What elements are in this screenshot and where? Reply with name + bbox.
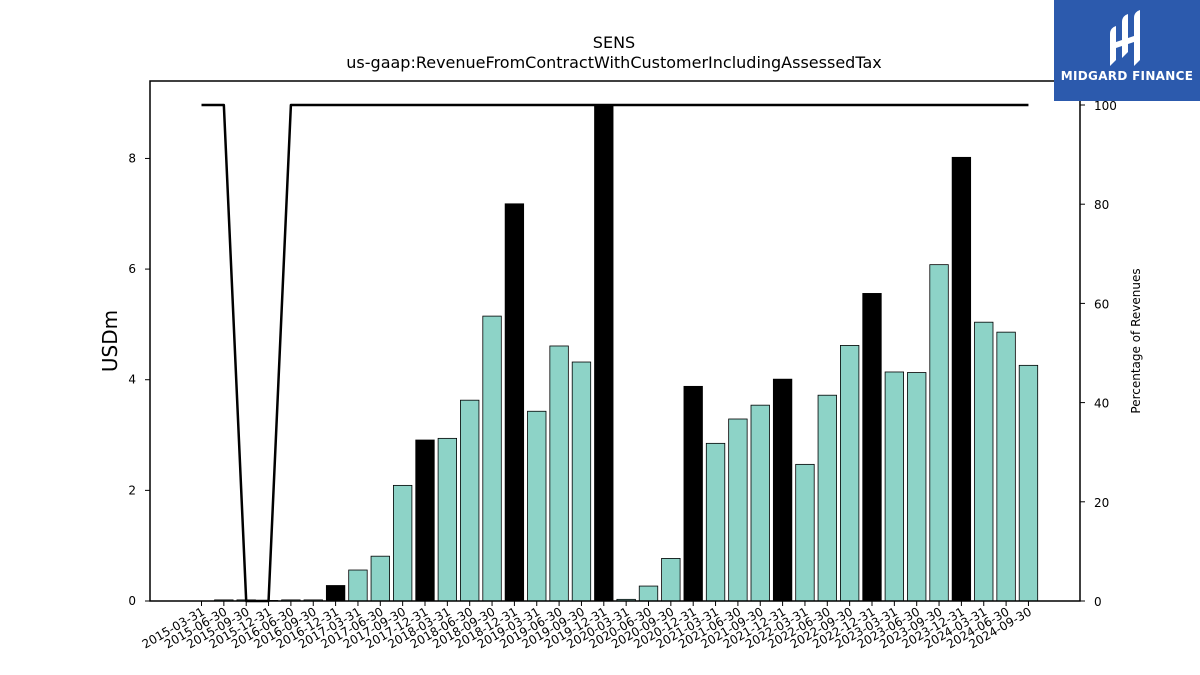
logo-text: MIDGARD FINANCE [1060, 69, 1194, 83]
bar-2020-12-31 [683, 385, 703, 602]
bar-2022-03-31 [795, 463, 815, 602]
y2-tick-label-40: 40 [1094, 397, 1109, 411]
y-tick-label-4: 4 [128, 373, 136, 387]
bar-2018-09-30 [482, 315, 502, 602]
y-tick-label-0: 0 [128, 594, 136, 608]
bar-2020-09-30 [661, 558, 681, 602]
bar-2021-06-30 [728, 418, 748, 602]
brand-logo: MIDGARD FINANCE [1054, 0, 1200, 101]
y2-tick-label-80: 80 [1094, 198, 1109, 212]
bar-2017-06-30 [370, 555, 390, 602]
y-axis-right: 0 20 40 60 80 100 [1080, 99, 1117, 609]
plot-frame [149, 80, 1081, 602]
bar-2021-09-30 [750, 404, 770, 602]
percentage-line [201, 103, 1029, 603]
bar-2023-03-31 [884, 371, 904, 602]
bar-2016-12-31 [325, 585, 346, 602]
y-tick-label-8: 8 [128, 151, 136, 165]
bar-2018-03-31 [437, 437, 458, 602]
y-tick-label-6: 6 [128, 262, 136, 276]
y2-tick-label-60: 60 [1094, 297, 1109, 311]
y2-tick-label-100: 100 [1094, 99, 1117, 113]
bars-group [214, 105, 1039, 602]
bar-2021-03-31 [705, 442, 726, 602]
x-axis: 2015-03-312015-06-302015-09-302015-12-31… [140, 601, 1034, 651]
y2-tick-label-20: 20 [1094, 496, 1109, 510]
bar-2019-03-31 [527, 410, 547, 602]
bar-2024-09-30 [1018, 364, 1039, 602]
bar-2018-12-31 [504, 203, 525, 602]
bar-2017-09-30 [392, 484, 413, 602]
bar-2022-12-31 [862, 293, 882, 602]
bar-2022-06-30 [817, 394, 837, 602]
bar-2017-03-31 [348, 569, 368, 602]
bar-2023-06-30 [907, 372, 927, 602]
bar-2018-06-30 [460, 399, 480, 602]
bar-2022-09-30 [840, 345, 860, 602]
bar-2024-06-30 [996, 331, 1016, 602]
bar-2023-09-30 [929, 264, 949, 602]
bar-2023-12-31 [951, 156, 972, 602]
y2-axis-label: Percentage of Revenues [1129, 268, 1143, 413]
y2-tick-label-0: 0 [1094, 595, 1102, 609]
line-group [201, 103, 1029, 603]
bar-2017-12-31 [415, 439, 435, 602]
chart-title: SENS [593, 33, 635, 52]
y-axis-label: USDm [98, 310, 122, 372]
y-tick-label-2: 2 [128, 483, 136, 497]
midgard-logo-icon [1110, 10, 1140, 66]
y-axis-left: 0 2 4 6 8 [128, 151, 150, 608]
bar-2019-09-30 [571, 361, 592, 602]
bar-2019-12-31 [594, 105, 614, 602]
bar-2024-03-31 [974, 321, 994, 602]
bar-2020-06-30 [638, 585, 659, 602]
bar-2019-06-30 [549, 345, 569, 602]
chart-subtitle: us-gaap:RevenueFromContractWithCustomerI… [346, 53, 881, 72]
bar-2021-12-31 [772, 378, 793, 602]
